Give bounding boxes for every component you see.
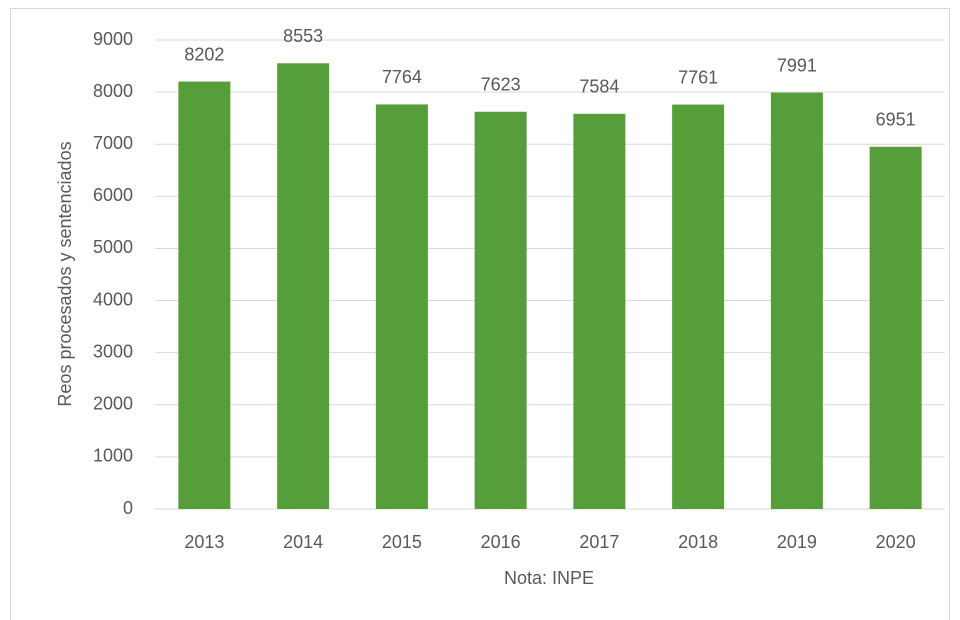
x-tick-label: 2019 (777, 532, 817, 552)
x-tick-label: 2017 (579, 532, 619, 552)
bar (770, 92, 823, 509)
bar (672, 104, 725, 509)
y-tick-label: 0 (123, 498, 133, 518)
data-label: 7584 (579, 77, 619, 97)
bar (869, 146, 922, 509)
x-tick-label: 2018 (678, 532, 718, 552)
y-tick-label: 7000 (93, 133, 133, 153)
x-tick-label: 2013 (184, 532, 224, 552)
data-label: 6951 (876, 110, 916, 130)
bar (277, 63, 330, 509)
x-axis-label: Nota: INPE (504, 568, 594, 588)
bar (375, 104, 428, 509)
y-tick-label: 1000 (93, 446, 133, 466)
y-tick-label: 4000 (93, 289, 133, 309)
data-label: 7991 (777, 55, 817, 75)
y-axis-label: Reos procesados y sentenciados (55, 141, 75, 406)
x-tick-label: 2020 (876, 532, 916, 552)
y-tick-label: 5000 (93, 237, 133, 257)
x-tick-label: 2015 (382, 532, 422, 552)
data-label: 7761 (678, 67, 718, 87)
x-tick-label: 2016 (481, 532, 521, 552)
data-label: 8202 (184, 44, 224, 64)
bar (474, 111, 527, 509)
y-tick-label: 8000 (93, 81, 133, 101)
y-tick-label: 3000 (93, 341, 133, 361)
bar (573, 113, 626, 509)
y-tick-label: 2000 (93, 394, 133, 414)
bar (178, 81, 231, 510)
data-label: 7623 (481, 75, 521, 95)
data-label: 7764 (382, 67, 422, 87)
y-tick-label: 9000 (93, 29, 133, 49)
y-tick-label: 6000 (93, 185, 133, 205)
x-tick-label: 2014 (283, 532, 323, 552)
data-label: 8553 (283, 26, 323, 46)
